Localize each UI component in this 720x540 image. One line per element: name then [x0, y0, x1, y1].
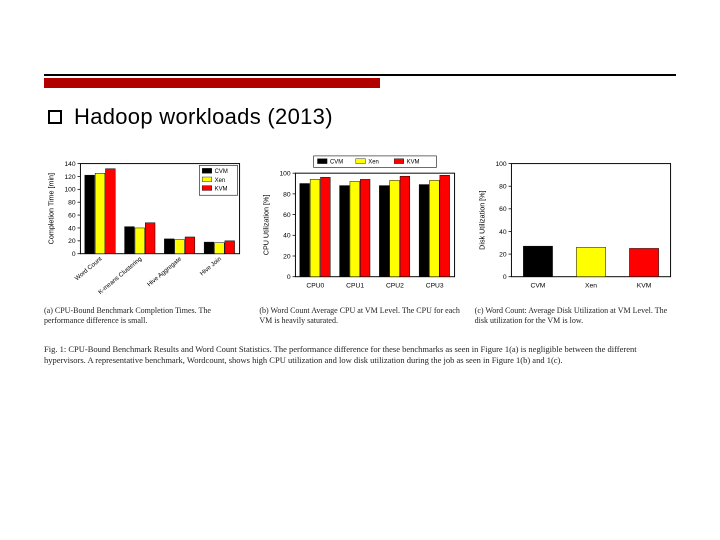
- chart-b-panel: 0 20 40 60 80 100 CPU Utilization [%] CPU0 CPU1 C…: [259, 154, 460, 298]
- svg-text:CPU Utilization [%]: CPU Utilization [%]: [263, 195, 271, 256]
- svg-text:40: 40: [499, 229, 507, 236]
- svg-text:KVM: KVM: [407, 160, 420, 166]
- svg-text:CPU3: CPU3: [426, 282, 444, 289]
- svg-text:Completion Time [min]: Completion Time [min]: [48, 173, 56, 244]
- svg-text:Hive Join: Hive Join: [199, 255, 224, 277]
- svg-text:Disk Utilization [%]: Disk Utilization [%]: [478, 190, 486, 249]
- svg-text:100: 100: [64, 187, 75, 194]
- chart-a-svg: 0 20 40 60 80 100 120 140 Completion Time [min] W…: [44, 154, 245, 298]
- svg-text:K-means Clustering: K-means Clustering: [97, 255, 144, 296]
- bullet-title-row: Hadoop workloads (2013): [48, 104, 333, 130]
- svg-text:CVM: CVM: [330, 160, 343, 166]
- svg-text:140: 140: [64, 161, 75, 168]
- svg-text:60: 60: [284, 212, 292, 219]
- svg-text:60: 60: [499, 206, 507, 213]
- svg-text:20: 20: [284, 253, 292, 260]
- caption-a: (a) CPU-Bound Benchmark Completion Times…: [44, 306, 245, 327]
- svg-text:80: 80: [284, 191, 292, 198]
- svg-text:60: 60: [68, 212, 76, 219]
- svg-text:0: 0: [287, 274, 291, 281]
- chart-c-svg: 0 20 40 60 80 100 Disk Utilization [%] CVM Xen KV…: [475, 154, 676, 298]
- figure-caption: Fig. 1: CPU-Bound Benchmark Results and …: [44, 344, 676, 367]
- page-title: Hadoop workloads (2013): [74, 104, 333, 130]
- svg-text:CVM: CVM: [530, 282, 545, 289]
- svg-text:Xen: Xen: [585, 282, 597, 289]
- svg-text:Word Count: Word Count: [74, 255, 104, 282]
- header-rule: [44, 74, 676, 76]
- header-accent-bar: [44, 78, 380, 88]
- svg-text:KVM: KVM: [215, 186, 228, 192]
- subcaptions-row: (a) CPU-Bound Benchmark Completion Times…: [44, 306, 676, 327]
- svg-text:40: 40: [284, 233, 292, 240]
- svg-text:CPU0: CPU0: [307, 282, 325, 289]
- svg-text:Xen: Xen: [215, 178, 226, 184]
- chart-b-svg: 0 20 40 60 80 100 CPU Utilization [%] CPU0 CPU1 C…: [259, 154, 460, 298]
- svg-text:100: 100: [495, 161, 506, 168]
- svg-text:80: 80: [499, 184, 507, 191]
- svg-text:120: 120: [64, 174, 75, 181]
- svg-text:0: 0: [503, 274, 507, 281]
- charts-row: 0 20 40 60 80 100 120 140 Completion Time [min] W…: [44, 154, 676, 298]
- svg-text:Hive Aggregate: Hive Aggregate: [146, 255, 183, 288]
- svg-text:Xen: Xen: [369, 160, 380, 166]
- svg-text:20: 20: [68, 238, 76, 245]
- bullet-square-icon: [48, 110, 62, 124]
- svg-text:20: 20: [499, 251, 507, 258]
- chart-a-panel: 0 20 40 60 80 100 120 140 Completion Time [min] W…: [44, 154, 245, 298]
- svg-text:40: 40: [68, 225, 76, 232]
- caption-c: (c) Word Count: Average Disk Utilization…: [475, 306, 676, 327]
- svg-text:CPU1: CPU1: [346, 282, 364, 289]
- svg-text:KVM: KVM: [636, 282, 651, 289]
- svg-text:CPU2: CPU2: [386, 282, 404, 289]
- svg-text:80: 80: [68, 200, 76, 207]
- svg-text:0: 0: [72, 251, 76, 258]
- svg-text:CVM: CVM: [215, 169, 228, 175]
- caption-b: (b) Word Count Average CPU at VM Level. …: [259, 306, 460, 327]
- svg-text:100: 100: [280, 171, 291, 178]
- chart-c-panel: 0 20 40 60 80 100 Disk Utilization [%] CVM Xen KV…: [475, 154, 676, 298]
